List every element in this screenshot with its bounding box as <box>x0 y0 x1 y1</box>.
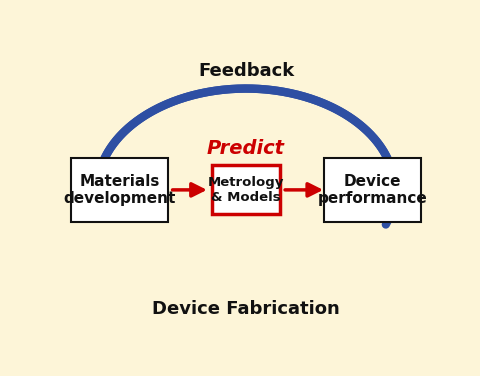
Text: Metrology
& Models: Metrology & Models <box>208 176 284 204</box>
Text: Predict: Predict <box>207 139 285 158</box>
Text: Materials
development: Materials development <box>63 174 176 206</box>
Text: Device Fabrication: Device Fabrication <box>152 300 340 318</box>
FancyBboxPatch shape <box>212 165 280 214</box>
Text: Device
performance: Device performance <box>318 174 427 206</box>
FancyBboxPatch shape <box>71 158 168 222</box>
FancyBboxPatch shape <box>324 158 421 222</box>
Text: Feedback: Feedback <box>198 62 294 80</box>
